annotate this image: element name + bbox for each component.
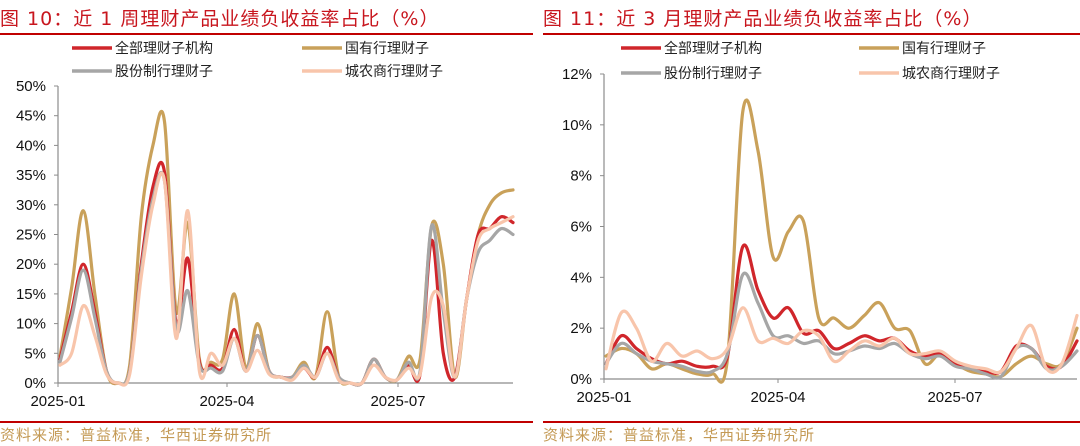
y-tick-label: 10%	[16, 316, 46, 333]
y-tick-label: 50%	[16, 78, 46, 95]
legend-label: 国有行理财子	[345, 41, 429, 57]
title-divider	[543, 33, 1080, 35]
y-tick-label: 0%	[24, 375, 46, 392]
x-tick-label: 2025-04	[199, 393, 254, 410]
series-line-rural	[58, 171, 515, 387]
source-note: 资料来源：普益标准，华西证券研究所	[0, 426, 273, 444]
source-divider	[0, 421, 533, 423]
y-tick-label: 8%	[570, 168, 592, 185]
series-line-rural	[604, 306, 1079, 375]
legend-item-joint: 股份制行理财子	[72, 64, 213, 80]
y-tick-label: 12%	[562, 66, 592, 83]
y-tick-label: 6%	[570, 219, 592, 236]
series-line-joint	[604, 271, 1079, 380]
y-tick-label: 40%	[16, 137, 46, 154]
y-tick-label: 15%	[16, 286, 46, 303]
line-chart-3month: 0% 2% 4% 6% 8% 10% 12% 2025-01 2025-04 2025-07 全部理…	[562, 40, 1079, 406]
y-tick-label: 30%	[16, 197, 46, 214]
chart-panel-weekly: 图 10：近 1 周理财产品业绩负收益率占比（%） 0% 5% 10% 15% 20% 2…	[0, 0, 533, 446]
chart-title: 图 10：近 1 周理财产品业绩负收益率占比（%）	[0, 8, 440, 30]
legend-label: 城农商行理财子	[902, 66, 1000, 82]
legend-item-state: 国有行理财子	[302, 41, 429, 57]
x-tick-label: 2025-01	[576, 389, 631, 406]
y-tick-label: 5%	[24, 345, 46, 362]
x-tick-label: 2025-07	[370, 393, 425, 410]
y-tick-label: 45%	[16, 108, 46, 125]
y-tick-label: 4%	[570, 269, 592, 286]
y-tick-label: 20%	[16, 256, 46, 273]
source-note: 资料来源：普益标准，华西证券研究所	[543, 426, 816, 444]
y-tick-label: 2%	[570, 320, 592, 337]
legend-label: 城农商行理财子	[345, 64, 443, 80]
x-tick-label: 2025-04	[750, 389, 805, 406]
y-tick-label: 35%	[16, 167, 46, 184]
chart-panel-3month: 图 11：近 3 月理财产品业绩负收益率占比（%） 0% 2% 4% 6% 8% 10% 1…	[543, 0, 1080, 446]
legend-item-rural: 城农商行理财子	[302, 64, 443, 80]
source-divider	[543, 421, 1080, 423]
legend-item-state: 国有行理财子	[859, 41, 986, 57]
legend-label: 全部理财子机构	[115, 40, 213, 57]
chart-title: 图 11：近 3 月理财产品业绩负收益率占比（%）	[543, 8, 983, 30]
legend-item-all: 全部理财子机构	[621, 40, 762, 57]
legend-item-rural: 城农商行理财子	[859, 66, 1000, 82]
legend-label: 股份制行理财子	[664, 66, 762, 82]
y-tick-label: 0%	[570, 371, 592, 388]
line-chart-weekly: 0% 5% 10% 15% 20% 25% 30% 35% 40% 45% 50% 2025-01 20…	[16, 40, 515, 410]
legend-item-all: 全部理财子机构	[72, 40, 213, 57]
legend-label: 全部理财子机构	[664, 40, 762, 57]
series-line-state	[58, 110, 515, 387]
legend-label: 股份制行理财子	[115, 64, 213, 80]
x-tick-label: 2025-01	[30, 393, 85, 410]
series-line-state	[604, 98, 1079, 384]
title-divider	[0, 33, 533, 35]
y-tick-label: 25%	[16, 227, 46, 244]
legend-label: 国有行理财子	[902, 41, 986, 57]
y-tick-label: 10%	[562, 117, 592, 134]
legend-item-joint: 股份制行理财子	[621, 66, 762, 82]
x-tick-label: 2025-07	[927, 389, 982, 406]
